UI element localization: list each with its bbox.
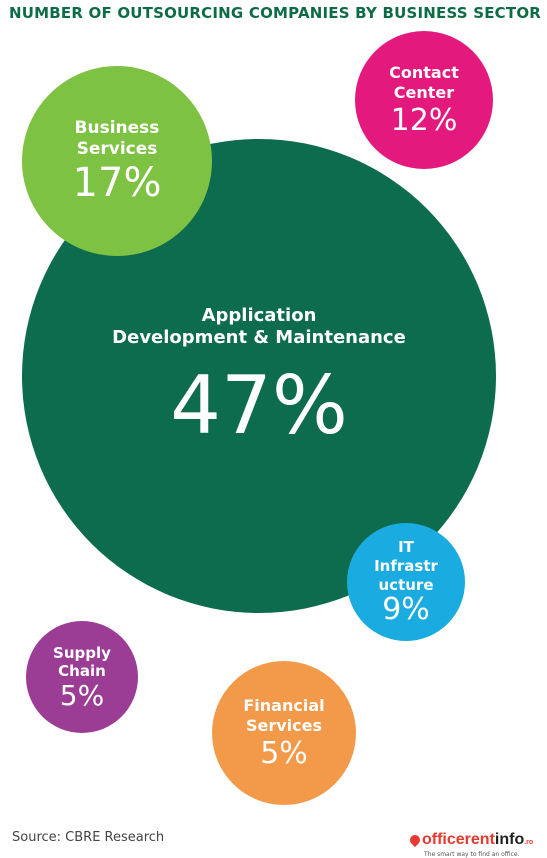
bubble-value: 5% [59, 679, 105, 713]
bubble-label-line: Services [76, 139, 158, 159]
bubble-label-line: Financial [243, 696, 325, 716]
bubble-label-line: Services [245, 716, 323, 736]
bubble-label: Application Development & Maintenance [112, 305, 406, 350]
bubble-it-infrastr-ucture: IT Infrastr ucture 9% [347, 523, 465, 641]
bubble-value: 17% [72, 160, 162, 207]
bubble-label-line: Chain [58, 662, 106, 681]
bubble-label: Business Services [75, 118, 160, 161]
bubble-label-line: Development & Maintenance [112, 327, 406, 348]
logo-brand-suffix: .ro [524, 839, 534, 846]
bubble-value: 5% [260, 736, 308, 772]
logo-brand-red: officerent [422, 831, 495, 848]
logo-tagline: The smart way to find an office. [424, 851, 520, 858]
bubble-label-line: IT [398, 538, 414, 557]
officerentinfo-logo: officerentinfo.ro The smart way to find … [407, 831, 542, 858]
bubble-contact-center: Contact Center 12% [355, 31, 493, 169]
bubble-value: 47% [170, 358, 348, 452]
logo-brand-dark: info [494, 831, 525, 848]
bubble-business-services: Business Services 17% [22, 66, 212, 256]
bubble-label-line: Contact [389, 63, 459, 83]
bubble-label: Supply Chain [53, 644, 111, 682]
bubble-label-line: ucture [378, 575, 434, 594]
bubble-label-line: Center [393, 83, 455, 103]
location-pin-icon [407, 832, 423, 848]
source-note: Source: CBRE Research [12, 830, 165, 845]
bubble-label: IT Infrastr ucture [374, 538, 438, 594]
chart-title: NUMBER OF OUTSOURCING COMPANIES BY BUSIN… [9, 4, 542, 22]
bubble-financial-services: Financial Services 5% [212, 661, 356, 805]
bubble-label-line: Business [74, 117, 160, 138]
bubble-value: 12% [390, 103, 458, 139]
bubble-label-line: Application [201, 304, 317, 326]
bubble-label-line: Supply [53, 643, 111, 662]
bubble-label-line: Infrastr [374, 556, 438, 575]
bubble-label: Financial Services [243, 696, 324, 736]
bubble-value: 9% [382, 592, 430, 628]
bubble-supply-chain: Supply Chain 5% [26, 621, 138, 733]
bubble-label: Contact Center [389, 63, 459, 103]
